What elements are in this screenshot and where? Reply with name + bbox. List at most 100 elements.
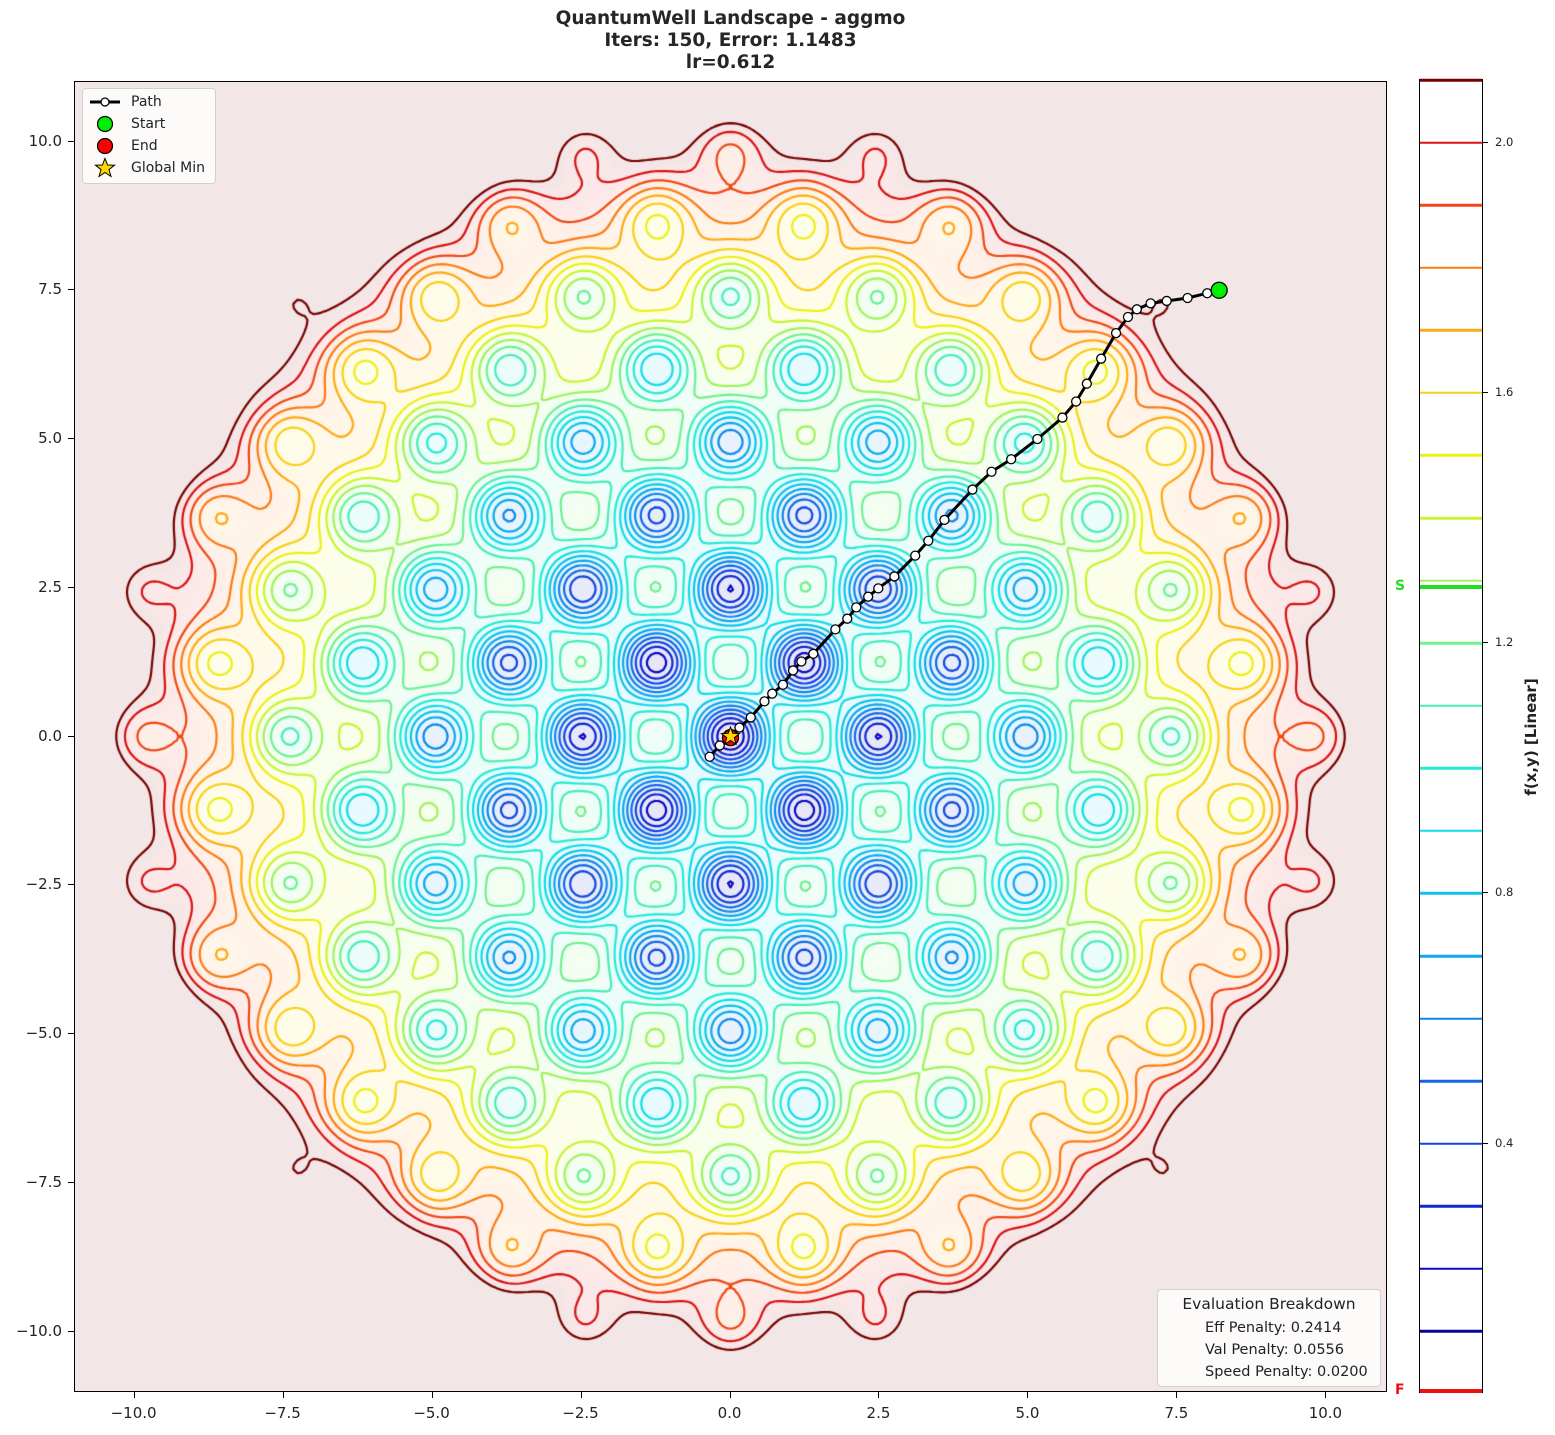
path-point xyxy=(873,583,884,594)
plot-area[interactable] xyxy=(74,81,1387,1392)
colorbar-level-line xyxy=(1420,78,1482,82)
end-dot-icon xyxy=(83,136,127,156)
colorbar-tick-label: 1.2 xyxy=(1495,635,1514,650)
y-tick-mark xyxy=(68,140,74,142)
colorbar-tick-mark xyxy=(1483,642,1488,644)
legend-item-start: Start xyxy=(83,113,165,135)
colorbar-tick-label: 1.6 xyxy=(1495,384,1514,399)
path-point xyxy=(1006,454,1017,465)
y-tick-mark xyxy=(68,884,74,886)
colorbar-tick-mark xyxy=(1483,1142,1488,1144)
path-point xyxy=(787,665,799,676)
legend-item-global-min: Global Min xyxy=(83,157,205,179)
colorbar-level-line xyxy=(1420,829,1482,833)
y-tick-mark xyxy=(68,1181,74,1183)
path-point xyxy=(842,613,853,624)
x-tick-mark xyxy=(1027,1392,1029,1398)
path-point xyxy=(1122,311,1134,323)
legend-item-path: Path xyxy=(83,91,162,113)
colorbar-level-line xyxy=(1420,704,1482,707)
path-point xyxy=(851,602,862,613)
y-tick-mark xyxy=(68,586,74,588)
speed-penalty: Speed Penalty: 0.0200 xyxy=(1205,1364,1368,1380)
colorbar xyxy=(1419,78,1483,1393)
x-tick-label: 2.5 xyxy=(866,1404,891,1422)
x-tick-mark xyxy=(580,1392,582,1398)
star-icon xyxy=(83,157,127,179)
path-point xyxy=(714,740,725,751)
colorbar-start-line xyxy=(1420,584,1482,589)
evaluation-title: Evaluation Breakdown xyxy=(1182,1295,1356,1313)
path-point xyxy=(1032,433,1043,445)
y-tick-label: −5.0 xyxy=(25,1024,62,1042)
colorbar-level-line xyxy=(1420,516,1482,520)
colorbar-level-line xyxy=(1420,954,1482,958)
path-point xyxy=(830,624,841,635)
y-tick-mark xyxy=(68,1330,74,1332)
colorbar-level-line xyxy=(1420,1267,1482,1271)
path-point xyxy=(889,571,900,582)
colorbar-level-line xyxy=(1420,266,1482,269)
x-tick-label: 5.0 xyxy=(1015,1404,1040,1422)
x-tick-mark xyxy=(878,1392,880,1398)
x-tick-label: −10.0 xyxy=(110,1404,157,1422)
y-tick-mark xyxy=(68,289,74,291)
colorbar-level-line xyxy=(1420,1205,1482,1208)
colorbar-level-line xyxy=(1420,141,1482,144)
path-point xyxy=(1110,327,1122,339)
colorbar-level-line xyxy=(1420,641,1482,645)
path-point xyxy=(767,688,778,699)
start-dot-icon xyxy=(83,114,127,134)
y-tick-mark xyxy=(68,1033,74,1034)
y-tick-label: −7.5 xyxy=(25,1172,62,1191)
path-line-icon xyxy=(83,96,127,108)
colorbar-level-line xyxy=(1420,391,1482,395)
colorbar-tick-label: 0.8 xyxy=(1495,885,1514,900)
legend-item-end: End xyxy=(83,135,158,157)
y-tick-mark xyxy=(68,735,74,737)
x-tick-mark xyxy=(1176,1392,1178,1398)
y-tick-mark xyxy=(68,438,74,439)
path-point xyxy=(1096,353,1107,364)
path-point xyxy=(704,751,715,762)
title-line-2: Iters: 150, Error: 1.1483 xyxy=(604,30,857,51)
x-tick-label: 10.0 xyxy=(1308,1404,1343,1422)
colorbar-tick-mark xyxy=(1483,391,1488,393)
colorbar-tick-label: 2.0 xyxy=(1495,134,1514,149)
chart-title: QuantumWell Landscape - aggmo Iters: 150… xyxy=(0,8,1461,74)
colorbar-level-line xyxy=(1420,579,1482,582)
y-tick-label: 5.0 xyxy=(38,429,62,447)
evaluation-breakdown-box: Evaluation Breakdown Eff Penalty: 0.2414… xyxy=(1157,1289,1381,1387)
eff-penalty: Eff Penalty: 0.2414 xyxy=(1205,1320,1342,1336)
colorbar-tick-mark xyxy=(1483,141,1488,143)
optimization-path-layer xyxy=(704,281,1228,762)
colorbar-level-line xyxy=(1420,1142,1482,1145)
path-point xyxy=(1057,412,1068,423)
x-tick-mark xyxy=(133,1392,135,1398)
y-tick-label: 2.5 xyxy=(38,577,62,596)
start-marker xyxy=(1210,281,1228,299)
path-point xyxy=(967,484,978,495)
path-point xyxy=(759,696,770,707)
colorbar-label: f(x,y) [Linear] xyxy=(1522,678,1540,796)
x-tick-mark xyxy=(729,1392,731,1398)
path-point xyxy=(1070,396,1082,407)
colorbar-tick-mark xyxy=(1483,892,1488,894)
global-min-star-icon xyxy=(720,725,741,746)
colorbar-level-line xyxy=(1420,1079,1482,1083)
colorbar-level-line xyxy=(1420,1330,1482,1333)
colorbar-level-line xyxy=(1420,203,1482,207)
path-point xyxy=(1202,288,1213,299)
colorbar-level-line xyxy=(1420,454,1482,457)
path-point xyxy=(863,591,874,602)
x-tick-mark xyxy=(282,1392,284,1398)
x-tick-label: −2.5 xyxy=(562,1404,599,1422)
y-tick-label: 7.5 xyxy=(38,280,62,299)
colorbar-tick-label: 0.4 xyxy=(1495,1135,1514,1150)
x-tick-label: −7.5 xyxy=(264,1404,301,1422)
y-tick-label: 0.0 xyxy=(38,726,62,745)
y-tick-label: −2.5 xyxy=(25,875,62,894)
path-point xyxy=(923,535,934,546)
y-tick-label: 10.0 xyxy=(28,131,62,150)
y-tick-label: −10.0 xyxy=(16,1321,62,1340)
